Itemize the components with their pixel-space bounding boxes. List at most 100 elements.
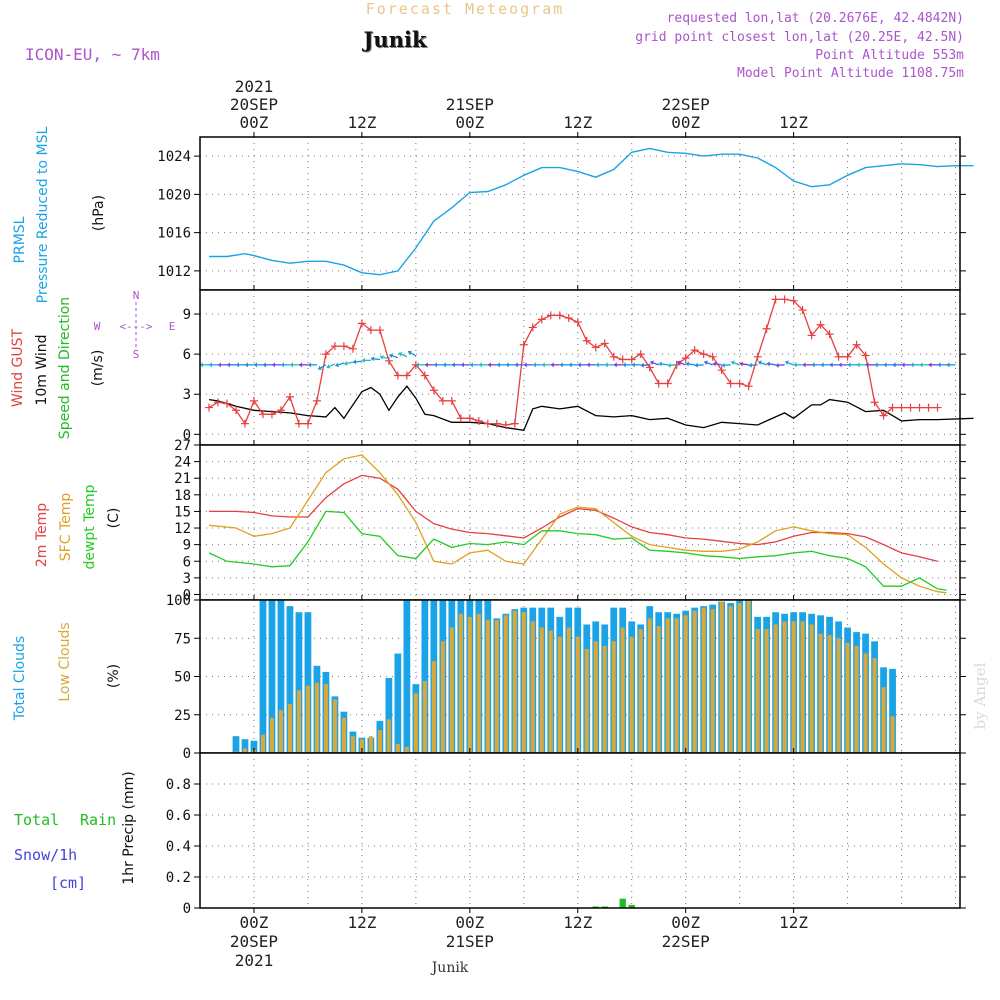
- gust-marker: [852, 340, 861, 349]
- wind-arrow-head: [217, 362, 221, 368]
- y-tick-label: 0: [183, 427, 191, 443]
- gust-marker: [465, 414, 474, 423]
- gust-marker: [339, 342, 348, 351]
- top-tick-label: 00Z: [671, 113, 700, 132]
- low-cloud-bar: [584, 648, 589, 753]
- top-tick-label: 12Z: [347, 113, 376, 132]
- wind-arrow-head: [802, 362, 806, 368]
- low-cloud-bar: [854, 645, 859, 753]
- gust-marker: [753, 352, 762, 361]
- low-cloud-bar: [863, 653, 868, 753]
- gust-marker: [771, 295, 780, 304]
- low-cloud-bar: [656, 626, 661, 753]
- panels: 1012 1016 1020 1024 PRMSL Pressure Reduced to…: [10, 126, 974, 917]
- y-tick-label: 27: [174, 438, 191, 454]
- y-tick-label: 6: [183, 554, 191, 570]
- gust-marker: [564, 314, 573, 323]
- bottom-year: 2021: [235, 951, 274, 970]
- low-cloud-bar: [701, 607, 706, 753]
- temp-label-sfc: SFC Temp: [58, 493, 74, 562]
- gust-marker: [231, 406, 240, 415]
- top-time-axis: 00Z 12Z 00Z 12Z 00Z 12Z 20SEP 21SEP 22SEP: [230, 95, 809, 132]
- gust-marker: [510, 419, 519, 428]
- y-tick-label: 0.4: [166, 839, 191, 855]
- low-cloud-bar: [548, 630, 553, 753]
- gust-marker: [906, 403, 915, 412]
- low-cloud-bar: [431, 661, 436, 753]
- panel-background: [200, 137, 960, 290]
- gust-marker: [240, 419, 249, 428]
- y-tick-label: 18: [174, 488, 191, 504]
- requested-point: requested lon,lat (20.2676E, 42.4842N): [667, 11, 964, 26]
- total-cloud-bar: [268, 600, 276, 753]
- low-cloud-bar: [539, 627, 544, 753]
- y-tick-label: 3: [183, 571, 191, 587]
- low-cloud-bar: [620, 627, 625, 753]
- wind-arrow-head: [928, 362, 932, 368]
- wind-arrow-head: [892, 362, 896, 368]
- low-cloud-bar: [782, 621, 787, 753]
- low-cloud-bar: [818, 633, 823, 753]
- y-tick-label: 3: [183, 387, 191, 403]
- panel-background: [200, 753, 960, 908]
- wind-arrow-head: [910, 362, 914, 368]
- gust-marker: [591, 343, 600, 352]
- total-cloud-bar: [295, 612, 303, 753]
- low-cloud-bar: [359, 739, 364, 753]
- gust-marker: [285, 392, 294, 401]
- gust-marker: [924, 403, 933, 412]
- gust-marker: [897, 403, 906, 412]
- low-cloud-bar: [881, 687, 886, 753]
- gust-marker: [618, 355, 627, 364]
- y-tick-label: 100: [166, 593, 191, 609]
- temp-label-2m: 2m Temp: [34, 503, 50, 567]
- top-tick-label: 12Z: [779, 113, 808, 132]
- gust-marker: [537, 315, 546, 324]
- low-cloud-bar: [332, 699, 337, 753]
- wind-arrow-head: [758, 360, 762, 366]
- precip-bar: [601, 906, 608, 908]
- bottom-tick-label: 12Z: [347, 913, 376, 932]
- low-cloud-bar: [350, 736, 355, 753]
- low-cloud-bar: [458, 613, 463, 753]
- y-tick-label: 9: [183, 538, 191, 554]
- wind-arrow-head: [704, 360, 708, 366]
- wind-arrow-head: [667, 362, 671, 368]
- low-cloud-bar: [512, 610, 517, 753]
- low-cloud-bar: [773, 624, 778, 753]
- low-cloud-bar: [593, 641, 598, 753]
- gust-marker: [348, 344, 357, 353]
- y-tick-label: 0.8: [166, 777, 191, 793]
- precip-label-cm: [cm]: [50, 874, 86, 892]
- low-cloud-bar: [638, 629, 643, 753]
- gust-marker: [807, 331, 816, 340]
- wind-arrow-head: [415, 362, 419, 368]
- low-cloud-bar: [449, 627, 454, 753]
- precip-label-total: Total: [14, 811, 59, 829]
- pressure-line: [209, 147, 974, 276]
- model-label: ICON-EU, ~ 7km: [25, 45, 160, 64]
- low-cloud-bar: [269, 717, 274, 753]
- wind-arrow-head: [514, 362, 518, 368]
- wind-arrow-head: [919, 362, 923, 368]
- gust-marker: [546, 311, 555, 320]
- gust-marker: [213, 398, 222, 407]
- wind-arrow-head: [523, 362, 527, 368]
- y-tick-label: 1020: [157, 187, 191, 203]
- gust-marker: [276, 406, 285, 415]
- gust-marker: [528, 323, 537, 332]
- credit-label: by Angel: [971, 662, 989, 729]
- y-tick-label: 9: [183, 307, 191, 323]
- low-cloud-bar: [665, 618, 670, 753]
- low-cloud-bar: [629, 636, 634, 753]
- low-cloud-bar: [314, 682, 319, 753]
- precip-label-snow: Snow/1h: [14, 846, 77, 864]
- bottom-tick-label: 00Z: [240, 913, 269, 932]
- low-cloud-bar: [737, 603, 742, 753]
- low-cloud-bar: [602, 645, 607, 753]
- wind-arrow-head: [326, 364, 331, 369]
- wind-arrow-head: [586, 362, 590, 368]
- bottom-tick-label: 00Z: [671, 913, 700, 932]
- wind-arrow-head: [550, 362, 554, 368]
